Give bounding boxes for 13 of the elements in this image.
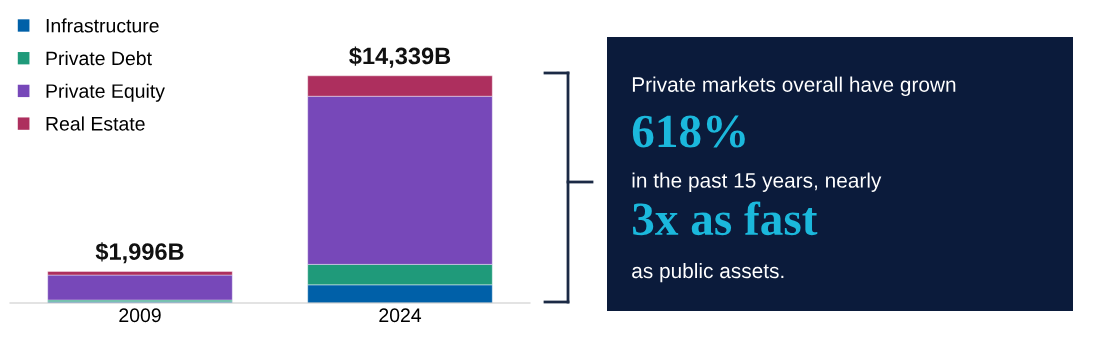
legend-label: Infrastructure <box>46 18 159 33</box>
x-tick-label: 2024 <box>379 308 422 323</box>
text: as public assets. <box>632 262 784 283</box>
legend-label: Real Estate <box>46 116 145 131</box>
annotation: $14,339B <box>349 46 451 68</box>
legend-label: Private Debt <box>46 50 152 66</box>
text: 3x as fast <box>633 201 818 236</box>
text: 618% <box>632 115 745 148</box>
annotation: $1,996B <box>95 242 184 264</box>
x-tick-label: 2009 <box>119 308 161 323</box>
legend-label: Private Equity <box>46 83 165 102</box>
text: in the past 15 years, nearly <box>632 172 882 192</box>
text: Private markets overall have grown <box>632 76 956 97</box>
